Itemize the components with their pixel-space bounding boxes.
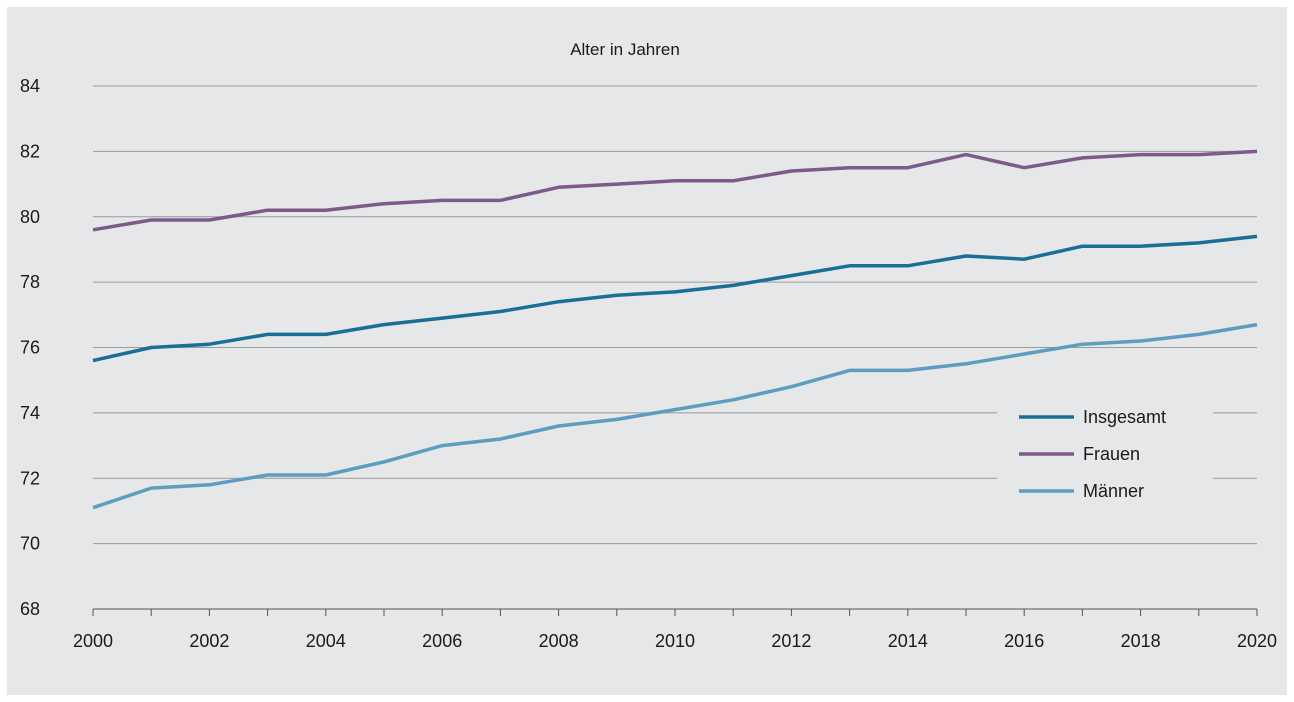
x-tick-label: 2016 xyxy=(1004,631,1044,651)
line-chart: Alter in Jahren 2000 2002 2004 2006 2008 2010… xyxy=(20,40,1277,651)
x-tick-label: 2006 xyxy=(422,631,462,651)
y-tick-label: 72 xyxy=(20,468,40,488)
chart-panel: Alter in Jahren 2000 2002 2004 2006 2008 2010… xyxy=(7,7,1287,695)
x-tick-label: 2008 xyxy=(539,631,579,651)
series-line-frauen xyxy=(92,149,1258,232)
x-tick-label: 2014 xyxy=(888,631,928,651)
grid-lines xyxy=(93,85,1257,545)
y-tick-label: 82 xyxy=(20,141,40,161)
legend: Insgesamt Frauen Männer xyxy=(997,395,1213,516)
y-tick-label: 74 xyxy=(20,403,40,423)
x-tick-label: 2000 xyxy=(73,631,113,651)
x-tick-label: 2010 xyxy=(655,631,695,651)
series-line-männer xyxy=(92,322,1258,510)
y-tick-label: 80 xyxy=(20,207,40,227)
chart-title: Alter in Jahren xyxy=(570,40,680,59)
x-tick-label: 2020 xyxy=(1237,631,1277,651)
y-tick-label: 84 xyxy=(20,76,40,96)
y-axis-labels: 68 70 72 74 76 78 80 82 84 xyxy=(20,76,40,619)
x-axis: 2000 2002 2004 2006 2008 2010 2012 2014 2016 2018… xyxy=(73,608,1277,651)
legend-label: Frauen xyxy=(1083,444,1140,464)
y-tick-label: 78 xyxy=(20,272,40,292)
x-tick-label: 2018 xyxy=(1121,631,1161,651)
y-tick-label: 76 xyxy=(20,338,40,358)
series-line-insgesamt xyxy=(92,234,1258,363)
series-lines xyxy=(92,149,1258,510)
y-tick-label: 68 xyxy=(20,599,40,619)
x-tick-label: 2002 xyxy=(189,631,229,651)
x-tick-label: 2012 xyxy=(771,631,811,651)
y-tick-label: 70 xyxy=(20,534,40,554)
x-tick-label: 2004 xyxy=(306,631,346,651)
legend-label: Männer xyxy=(1083,481,1144,501)
legend-label: Insgesamt xyxy=(1083,407,1166,427)
